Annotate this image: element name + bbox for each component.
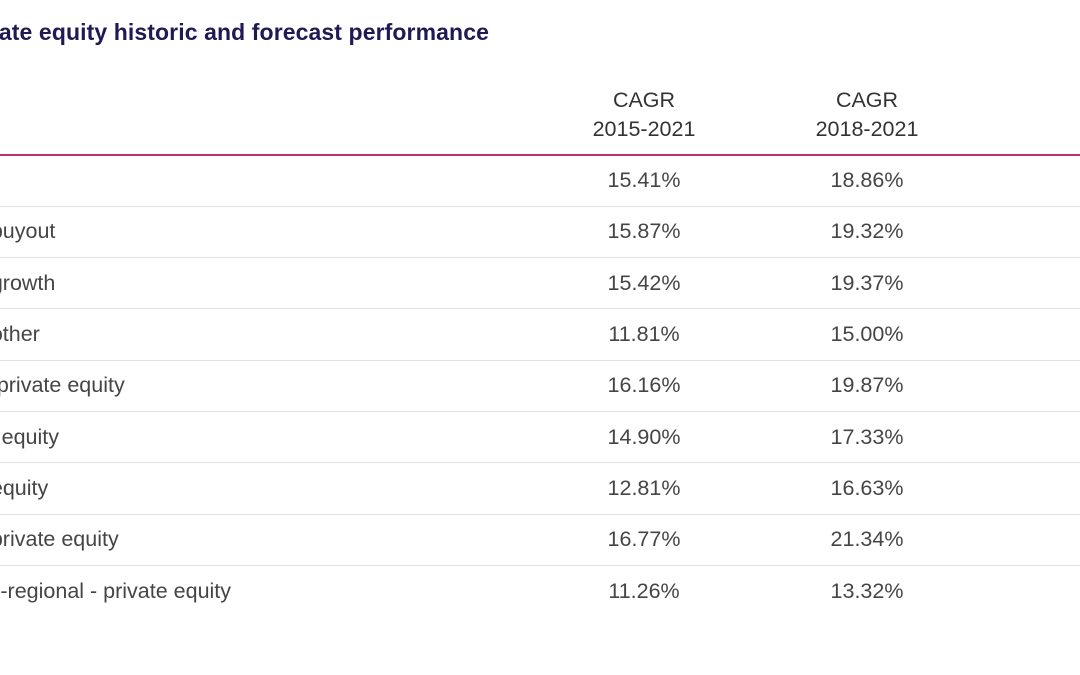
row-name: ty - other [0,308,533,361]
table-body: ty 15.41% 18.86% 1 ty - buyout 15.87% 19… [0,155,1080,617]
table-header: ce CAGR 2015-2021 CAGR 2018-2021 C 202 [0,82,1080,156]
header-cagr-partial: C 202 [979,82,1080,156]
row-cagr-2018-2021: 19.32% [755,206,979,259]
table-row: ty - buyout 15.87% 19.32% 1 [0,206,1080,259]
performance-table: ce CAGR 2015-2021 CAGR 2018-2021 C 202 t… [0,82,1080,617]
header-cagr-2015-2021: CAGR 2015-2021 [533,82,755,156]
row-cagr-2015-2021: 15.41% [533,155,755,207]
row-cagr-partial: 1 [979,565,1080,616]
row-cagr-2015-2021: 14.90% [533,411,755,464]
row-cagr-2018-2021: 21.34% [755,514,979,566]
row-cagr-partial: 1 [979,155,1080,207]
header-name-line-1: ce [0,115,533,144]
table-row: ty - other 11.81% 15.00% 1 [0,308,1080,361]
row-name: ty - growth [0,257,533,310]
row-cagr-partial: 1 [979,206,1080,259]
header-cagr-2018-2021-line-2: 2018-2021 [815,117,919,141]
row-name: multi-regional - private equity [0,578,232,603]
row-cagr-2015-2021: 12.81% [533,462,755,515]
table-row: ld - private equity 16.77% 21.34% 1 [0,514,1080,566]
table-row: ca - private equity 16.16% 19.87% 1 [0,360,1080,412]
row-name: ca - private equity [0,360,533,412]
row-name: ty - buyout [0,206,533,259]
row-name: ld - private equity [0,514,533,566]
row-cagr-2018-2021: 17.33% [755,411,979,464]
row-name: ty [0,155,533,207]
table-row: vate equity 14.90% 17.33% 1 [0,411,1080,464]
row-cagr-partial: 1 [979,411,1080,464]
row-cagr-2018-2021: 19.37% [755,257,979,310]
table-row: ty 15.41% 18.86% 1 [0,155,1080,207]
row-cagr-2015-2021: 11.26% [608,578,680,603]
row-cagr-2015-2021: 15.87% [533,206,755,259]
row-name: vate equity [0,411,533,464]
row-cagr-2018-2021: 18.86% [755,155,979,207]
header-name: ce [0,82,533,156]
row-cagr-2015-2021: 15.42% [533,257,755,310]
header-cagr-2015-2021-line-2: 2015-2021 [592,117,696,141]
row-cagr-partial: 1 [979,257,1080,310]
row-cagr-2018-2021: 19.87% [755,360,979,412]
table-row: multi-regional - private equity 11.26% 1… [0,565,1080,616]
row-cagr-partial: 1 [979,308,1080,361]
row-cagr-2018-2021: 16.63% [755,462,979,515]
row-cagr-partial: 1 [979,360,1080,412]
table-row: ate equity 12.81% 16.63% 1 [0,462,1080,515]
table-row: ty - growth 15.42% 19.37% 1 [0,257,1080,310]
row-cagr-2015-2021: 16.77% [533,514,755,566]
performance-table-container: ce CAGR 2015-2021 CAGR 2018-2021 C 202 t… [0,82,1080,642]
row-cagr-2018-2021: 15.00% [755,308,979,361]
header-row: ce CAGR 2015-2021 CAGR 2018-2021 C 202 [0,82,1080,156]
row-cagr-2018-2021: 13.32% [830,578,904,603]
row-cagr-partial: 1 [979,462,1080,515]
row-cagr-partial: 1 [979,514,1080,566]
header-cagr-2018-2021: CAGR 2018-2021 [755,82,979,156]
header-cagr-2015-2021-line-1: CAGR [612,88,676,112]
row-cagr-2015-2021: 16.16% [533,360,755,412]
header-cagr-2018-2021-line-1: CAGR [835,88,899,112]
chart-title: vate equity historic and forecast perfor… [0,19,489,45]
row-name: ate equity [0,462,533,515]
row-cagr-2015-2021: 11.81% [533,308,755,361]
